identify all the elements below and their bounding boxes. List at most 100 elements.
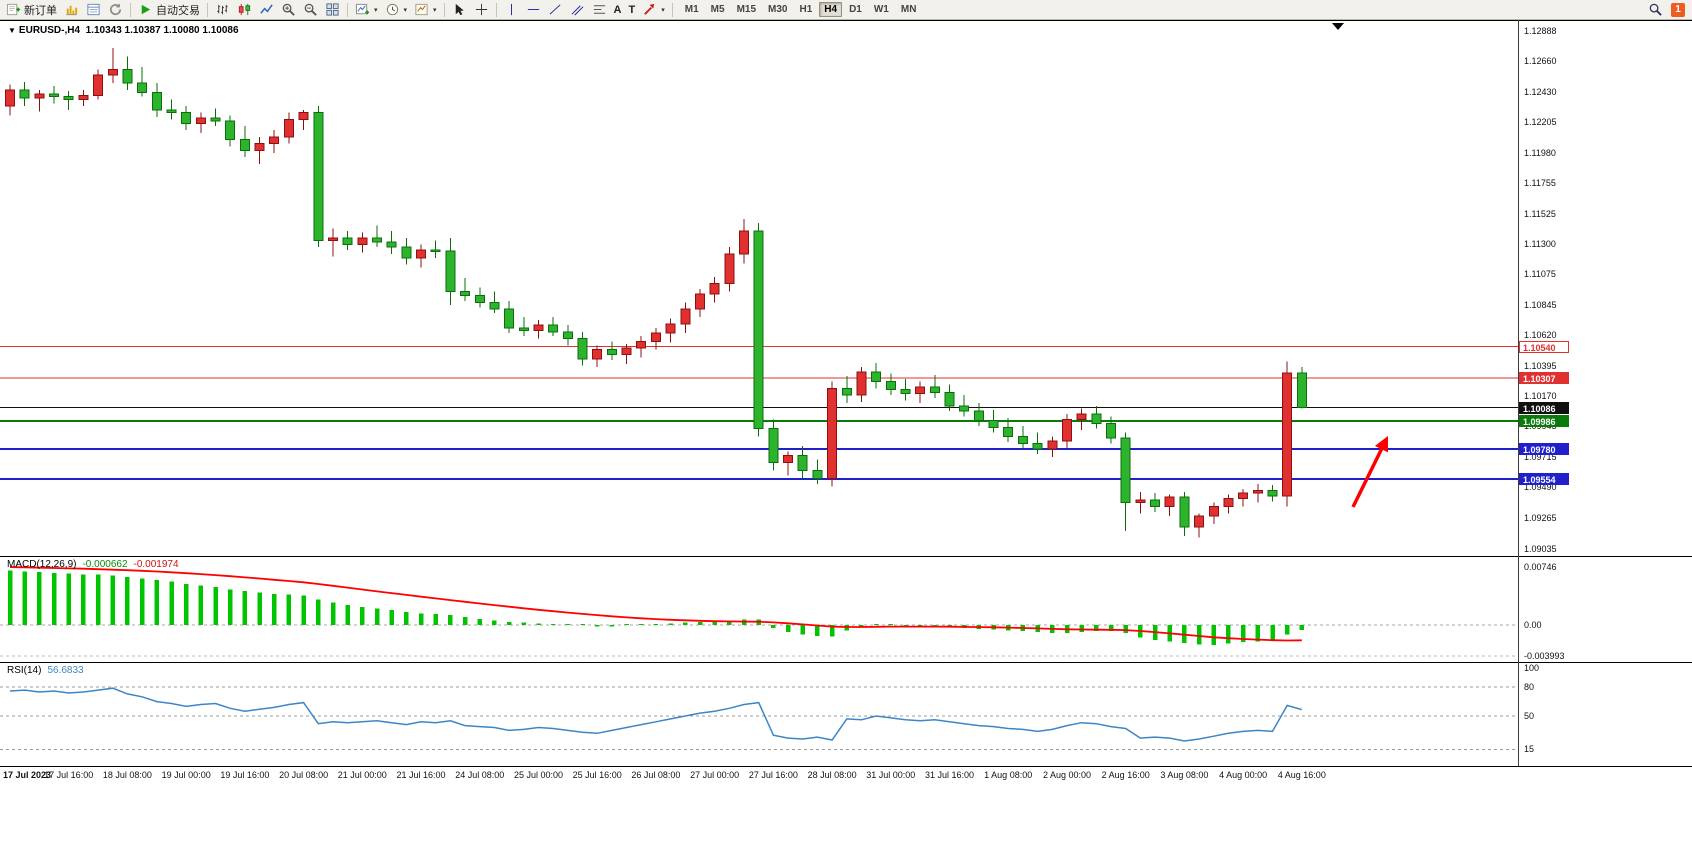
macd-panel[interactable]	[0, 556, 1518, 662]
time-axis-label: 21 Jul 16:00	[396, 770, 446, 780]
notification-badge[interactable]: 1	[1671, 2, 1685, 17]
rsi-axis-label: 50	[1524, 710, 1535, 721]
symbol-collapse-icon[interactable]: ▼	[8, 26, 16, 35]
timeframe-button-W1[interactable]: W1	[873, 4, 889, 15]
zoom-out-button[interactable]	[300, 1, 321, 19]
toolbar-separator	[130, 2, 131, 17]
time-axis-label: 24 Jul 08:00	[455, 770, 505, 780]
label-tool-icon: T	[628, 3, 636, 16]
price-axis-label: 1.10395	[1524, 360, 1557, 371]
timeframe-button-M1[interactable]: M1	[684, 4, 699, 15]
timeframe-button-MN[interactable]: MN	[900, 4, 917, 15]
panel-separator	[0, 20, 1692, 21]
zoom-in-button[interactable]	[278, 1, 299, 19]
chart-symbol-period: EURUSD-,H4	[18, 25, 81, 36]
toolbar-separator	[347, 2, 348, 17]
macd-histogram	[7, 570, 1305, 646]
line-chart-icon	[260, 4, 273, 14]
time-axis-label: 4 Aug 16:00	[1277, 770, 1326, 780]
price-axis-label: 1.11980	[1524, 147, 1556, 158]
candles	[5, 48, 1307, 538]
price-axis-label: 1.09715	[1524, 452, 1557, 463]
toolbar-separator	[495, 2, 497, 17]
panel-separator[interactable]	[0, 662, 1692, 663]
cursor-button[interactable]	[449, 1, 470, 19]
crosshair-button[interactable]	[471, 1, 492, 19]
chart-ohlc-readout: 1.10343 1.10387 1.10080 1.10086	[85, 25, 239, 36]
tile-windows-button[interactable]	[322, 1, 343, 19]
search-icon	[1649, 3, 1662, 16]
price-tag-1.09780: 1.09780	[1519, 442, 1569, 455]
data-window-button[interactable]	[83, 1, 104, 19]
candlestick-chart-button[interactable]	[234, 1, 255, 19]
panel-separator[interactable]	[0, 556, 1692, 557]
price-axis-label: 1.11075	[1524, 269, 1556, 280]
rsi-value: 56.6833	[47, 665, 84, 676]
trendline-tool-button[interactable]	[545, 1, 566, 19]
price-tag-1.10086: 1.10086	[1519, 401, 1569, 414]
market-watch-button[interactable]	[61, 1, 82, 19]
time-axis-label: 31 Jul 16:00	[924, 770, 975, 780]
arrows-tool-button[interactable]: ▾	[639, 1, 668, 19]
timeframe-button-H1[interactable]: H1	[799, 4, 813, 15]
price-axis-label: 1.10845	[1524, 300, 1557, 311]
fibonacci-icon	[593, 5, 605, 14]
line-chart-button[interactable]	[256, 1, 277, 19]
timeframe-button-M30[interactable]: M30	[768, 4, 788, 15]
macd-signal-value: -0.001974	[133, 559, 179, 570]
price-tag-1.09986: 1.09986	[1519, 415, 1569, 428]
navigator-icon	[110, 3, 122, 16]
bar-chart-icon	[217, 4, 228, 15]
label-tool-button[interactable]: T	[626, 1, 639, 19]
new-order-button[interactable]: 新订单	[3, 1, 60, 19]
rsi-indicator-label: RSI(14) 56.6833	[7, 665, 84, 676]
time-axis-label: 3 Aug 08:00	[1160, 770, 1209, 780]
price-axis-label: 1.12888	[1524, 25, 1557, 36]
timeframe-button-M5[interactable]: M5	[710, 4, 725, 15]
time-axis-label: 25 Jul 16:00	[572, 770, 622, 780]
autotrade-button[interactable]: 自动交易	[135, 1, 203, 19]
templates-button[interactable]: ▾	[411, 1, 440, 19]
time-axis-label: 25 Jul 00:00	[513, 770, 564, 780]
dropdown-arrow-icon: ▾	[403, 6, 408, 14]
time-axis-label: 2 Aug 16:00	[1101, 770, 1150, 780]
macd-axis-label: -0.003993	[1524, 650, 1565, 661]
horizontal-line-tool-button[interactable]	[523, 1, 544, 19]
timeframe-button-H4[interactable]: H4	[819, 2, 843, 17]
trend-arrow-annotation[interactable]	[1351, 436, 1389, 508]
rsi-name: RSI(14)	[7, 665, 42, 676]
candlestick-chart-icon	[238, 3, 251, 16]
periods-button[interactable]: ▾	[382, 1, 411, 19]
text-tool-icon: A	[613, 3, 622, 16]
bar-chart-button[interactable]	[212, 1, 233, 19]
toolbar-separator	[671, 2, 673, 17]
timeframe-button-D1[interactable]: D1	[849, 4, 862, 15]
navigator-button[interactable]	[105, 1, 126, 19]
macd-axis-label: 0.00746	[1524, 561, 1557, 572]
rsi-line	[9, 687, 1303, 742]
autotrade-label: 自动交易	[156, 4, 200, 17]
text-tool-button[interactable]: A	[611, 1, 625, 19]
search-button[interactable]	[1645, 1, 1666, 19]
timeframe-button-M15[interactable]: M15	[736, 4, 757, 15]
price-tag-1.10307: 1.10307	[1519, 372, 1569, 384]
rsi-panel[interactable]	[0, 662, 1518, 766]
timeframe-toolbar: M1 M5 M15 M30 H1 H4 D1 W1 MN	[679, 2, 923, 17]
indicators-icon	[355, 3, 370, 15]
time-axis-label: 17 Jul 16:00	[44, 770, 94, 780]
price-chart-panel[interactable]	[0, 20, 1518, 556]
time-axis-label: 4 Aug 00:00	[1219, 770, 1268, 780]
equidistant-channel-icon	[571, 5, 584, 16]
rsi-axis-label: 15	[1524, 744, 1535, 755]
channel-tool-button[interactable]	[567, 1, 588, 19]
chart-shift-marker[interactable]	[1332, 23, 1344, 30]
price-axis-border	[1518, 20, 1519, 766]
indicators-button[interactable]: ▾	[352, 1, 381, 19]
price-axis-label: 1.09035	[1524, 543, 1557, 554]
fibonacci-tool-button[interactable]	[589, 1, 610, 19]
time-axis-label: 19 Jul 16:00	[220, 770, 270, 780]
new-order-label: 新订单	[24, 4, 57, 17]
tile-windows-icon	[326, 3, 339, 16]
vertical-line-tool-button[interactable]	[501, 1, 522, 19]
dropdown-arrow-icon: ▾	[433, 6, 437, 14]
